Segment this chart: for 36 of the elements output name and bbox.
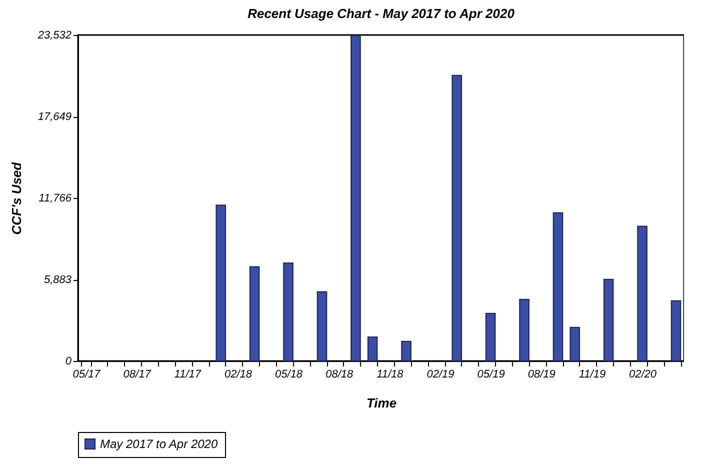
x-tick-label: 08/17 <box>123 368 152 380</box>
bar <box>452 74 462 362</box>
bar <box>570 326 580 362</box>
bar <box>283 262 294 362</box>
x-tick-label: 11/17 <box>174 368 202 380</box>
x-tick-label: 08/19 <box>528 368 556 380</box>
bar <box>670 300 682 362</box>
bar <box>367 336 378 362</box>
x-tick-label: 02/19 <box>426 368 454 380</box>
x-tick-label: 11/19 <box>578 368 606 380</box>
bar <box>350 34 361 362</box>
y-tick-label: 23,532 <box>36 30 72 42</box>
y-tick-label: 17,649 <box>38 111 72 123</box>
chart-title: Recent Usage Chart - May 2017 to Apr 2020 <box>248 6 516 21</box>
y-axis-title: CCF's Used <box>8 161 24 235</box>
x-tick-label: 08/18 <box>326 368 354 380</box>
bar <box>316 291 328 362</box>
y-tick-label: 0 <box>65 356 72 368</box>
x-tick-label: 05/19 <box>477 368 505 380</box>
x-axis-title: Time <box>366 396 397 410</box>
x-tick-label: 02/18 <box>224 368 253 380</box>
legend-label: May 2017 to Apr 2020 <box>100 437 218 451</box>
bar <box>249 266 260 362</box>
bar <box>552 212 564 362</box>
y-tick-label: 11,766 <box>38 192 72 204</box>
bar <box>519 298 530 362</box>
bar <box>637 226 648 362</box>
x-tick-label: 05/17 <box>72 368 102 380</box>
bar <box>216 204 226 362</box>
bar <box>603 278 614 362</box>
bar <box>401 340 412 362</box>
x-tick-label: 05/18 <box>275 368 304 380</box>
x-tick-label: 11/18 <box>376 368 404 380</box>
y-tick-label: 5,883 <box>44 274 72 286</box>
bar <box>485 312 496 362</box>
x-tick-label: 02/20 <box>629 368 658 380</box>
